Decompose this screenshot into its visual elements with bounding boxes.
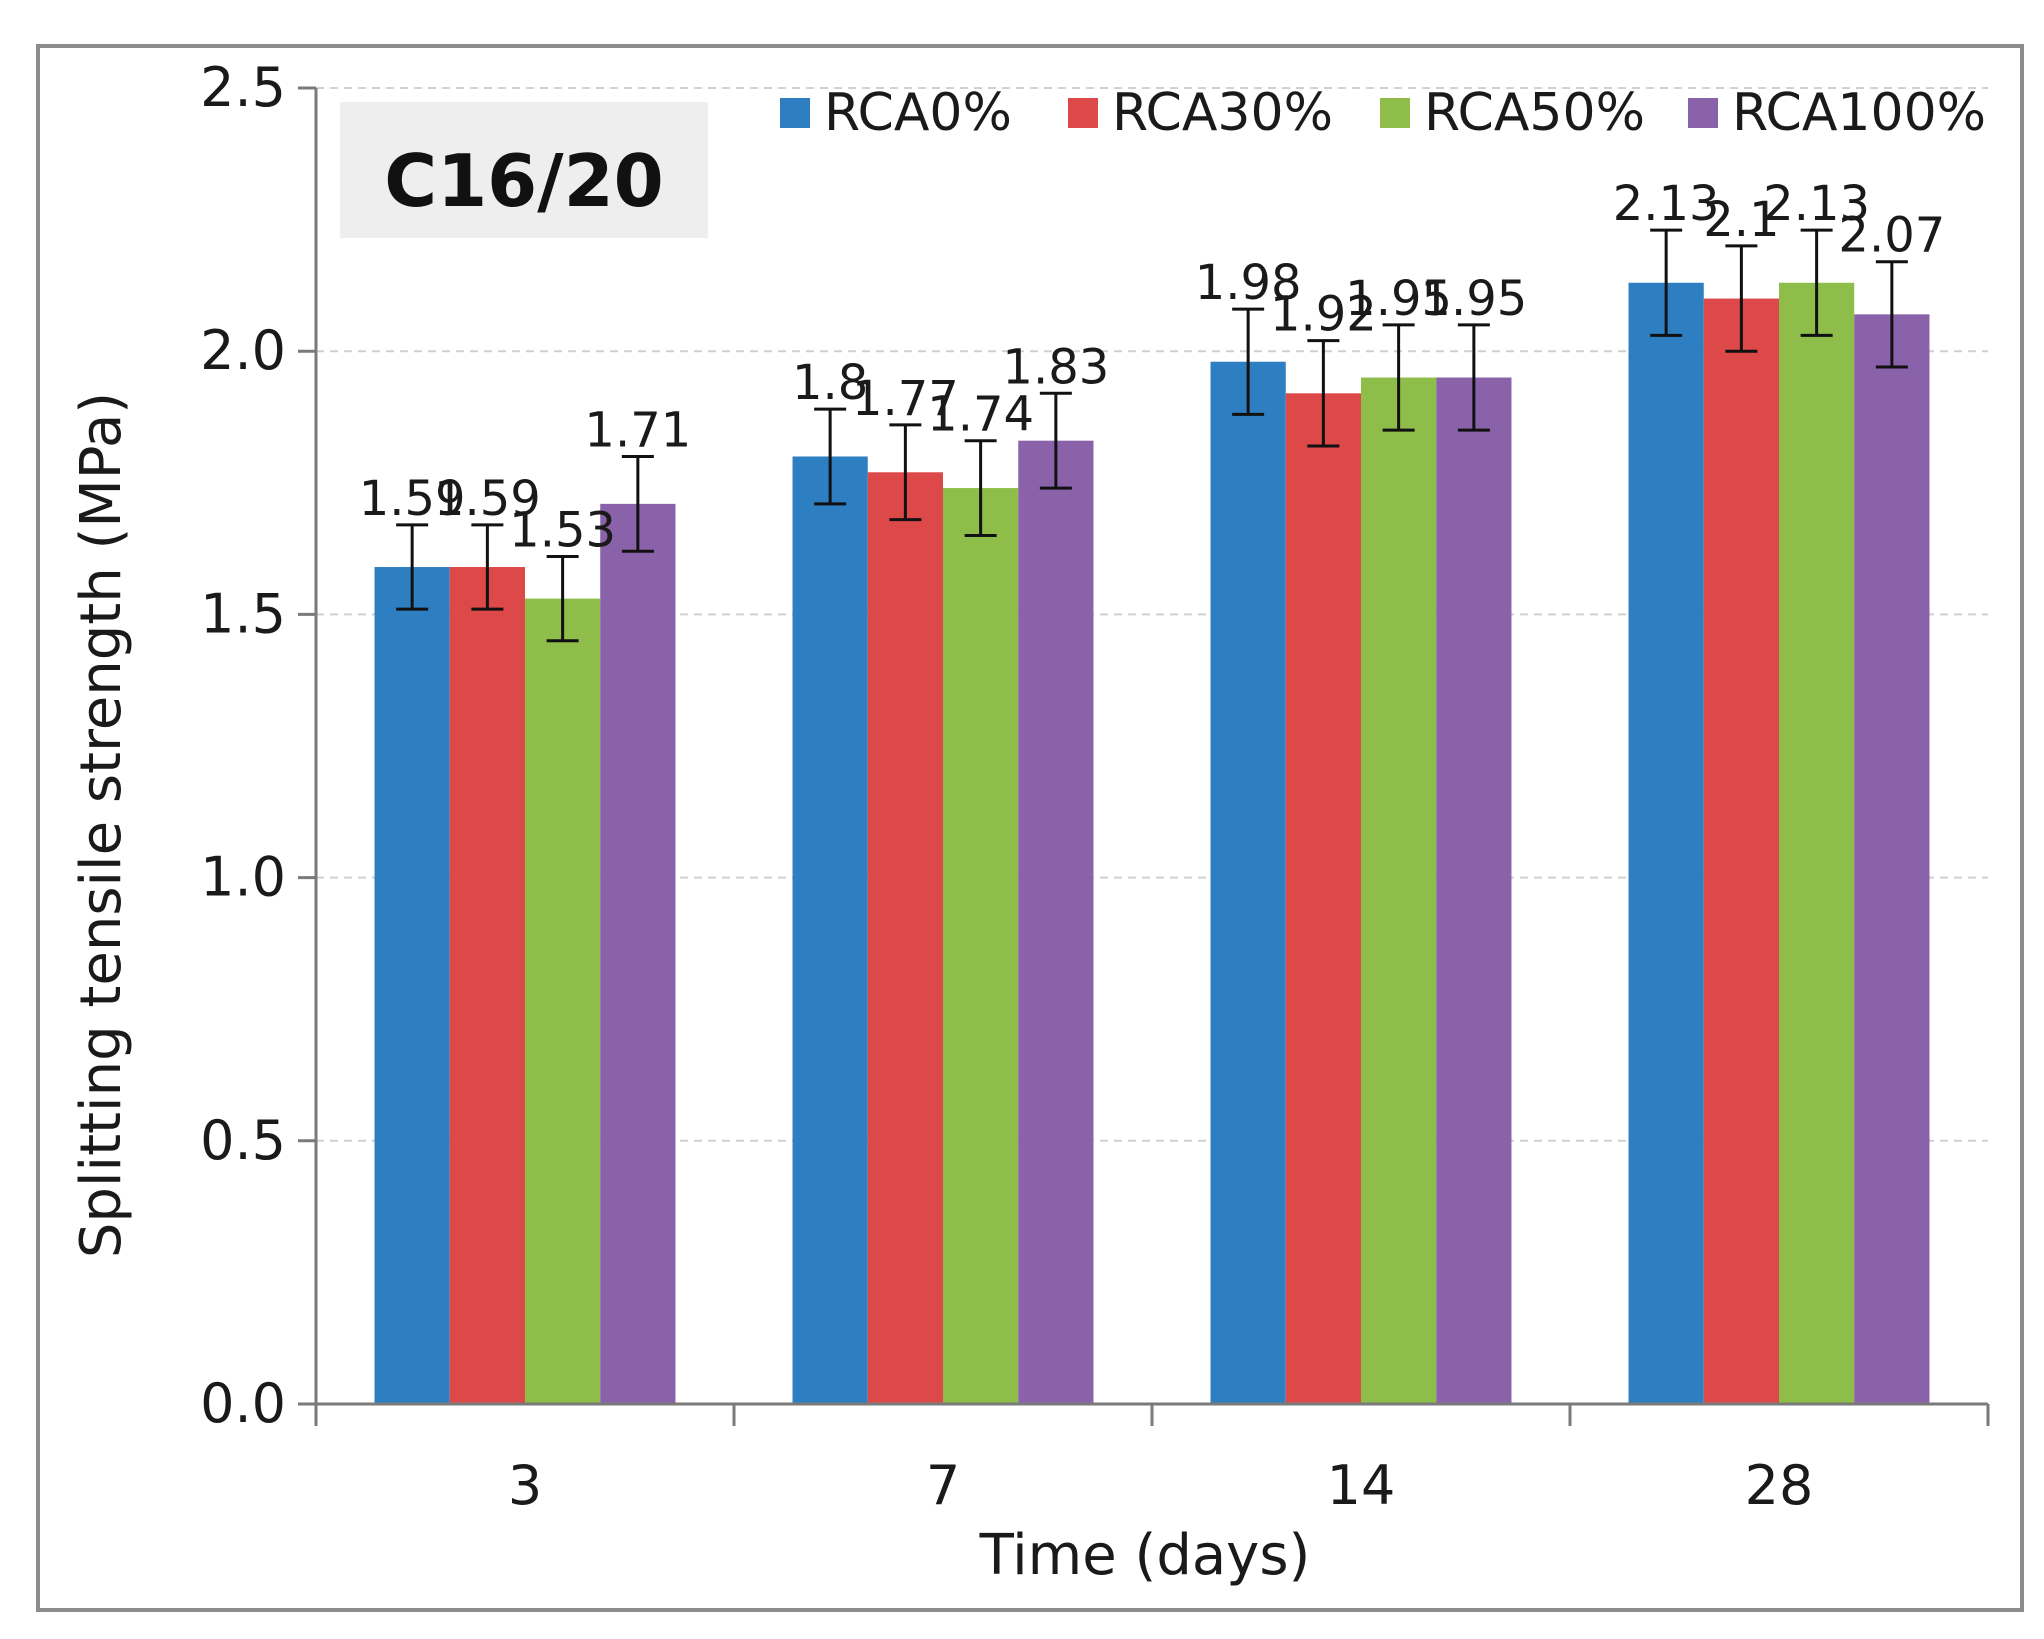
- chart-title: C16/20: [384, 139, 664, 223]
- bar: [1779, 282, 1855, 1404]
- bar: [374, 567, 450, 1404]
- data-label: 2.13: [1763, 176, 1870, 232]
- bar: [792, 456, 868, 1405]
- bar: [1703, 298, 1779, 1404]
- bar: [525, 598, 601, 1404]
- legend: RCA0% RCA30% RCA50% RCA100%: [780, 83, 1986, 143]
- bar: [1210, 361, 1286, 1404]
- y-tick-label: 0.0: [200, 1372, 286, 1435]
- x-tick-label: 28: [1745, 1454, 1814, 1517]
- x-tick-label: 7: [926, 1454, 960, 1517]
- y-tick-label: 1.5: [200, 582, 286, 645]
- bar: [867, 472, 943, 1405]
- legend-label: RCA0%: [824, 83, 1012, 143]
- data-label: 1.53: [509, 502, 616, 558]
- x-tick-label: 3: [508, 1454, 542, 1517]
- data-labels: 1.591.81.982.131.591.771.922.11.531.741.…: [359, 176, 1946, 558]
- y-tick-label: 0.5: [200, 1109, 286, 1172]
- y-tick-label: 1.0: [200, 846, 286, 909]
- bar: [1854, 314, 1930, 1404]
- bar: [600, 503, 676, 1405]
- y-axis-title: Splitting tensile strength (MPa): [69, 392, 134, 1258]
- legend-swatch: [1380, 98, 1410, 128]
- data-label: 1.77: [852, 371, 959, 427]
- data-label: 2.1: [1703, 192, 1779, 248]
- legend-swatch: [1688, 98, 1718, 128]
- title-badge-bg: [340, 102, 708, 238]
- title-badge: C16/20: [340, 102, 708, 238]
- legend-label: RCA100%: [1732, 83, 1986, 143]
- error-bars: [396, 228, 1908, 643]
- data-label: 1.98: [1195, 255, 1302, 311]
- bars: [374, 282, 1930, 1405]
- bar: [1285, 393, 1361, 1404]
- data-label: 1.83: [1002, 339, 1109, 395]
- data-label: 2.13: [1613, 176, 1720, 232]
- bar: [943, 488, 1019, 1405]
- bar: [1628, 282, 1704, 1404]
- legend-swatch: [1068, 98, 1098, 128]
- legend-label: RCA50%: [1424, 83, 1645, 143]
- axes: 0.0 0.5 1.0 1.5 2.0 2.5 3 7 14 28: [200, 56, 1990, 1517]
- data-label: 1.8: [792, 355, 868, 411]
- legend-swatch: [780, 98, 810, 128]
- x-tick-label: 14: [1327, 1454, 1396, 1517]
- data-label: 2.07: [1838, 208, 1945, 264]
- data-label: 1.71: [584, 402, 691, 458]
- data-label: 1.95: [1420, 271, 1527, 327]
- bar: [1361, 377, 1437, 1404]
- legend-label: RCA30%: [1112, 83, 1333, 143]
- x-axis-title: Time (days): [979, 1523, 1311, 1588]
- data-label: 1.92: [1270, 287, 1377, 343]
- bar: [1018, 440, 1094, 1404]
- data-label: 1.59: [359, 471, 466, 527]
- bar: [449, 567, 525, 1404]
- y-tick-label: 2.0: [200, 319, 286, 382]
- data-label: 1.74: [927, 387, 1034, 443]
- data-label: 1.59: [434, 471, 541, 527]
- y-tick-label: 2.5: [200, 56, 286, 119]
- data-label: 1.95: [1345, 271, 1452, 327]
- bar: [1436, 377, 1512, 1404]
